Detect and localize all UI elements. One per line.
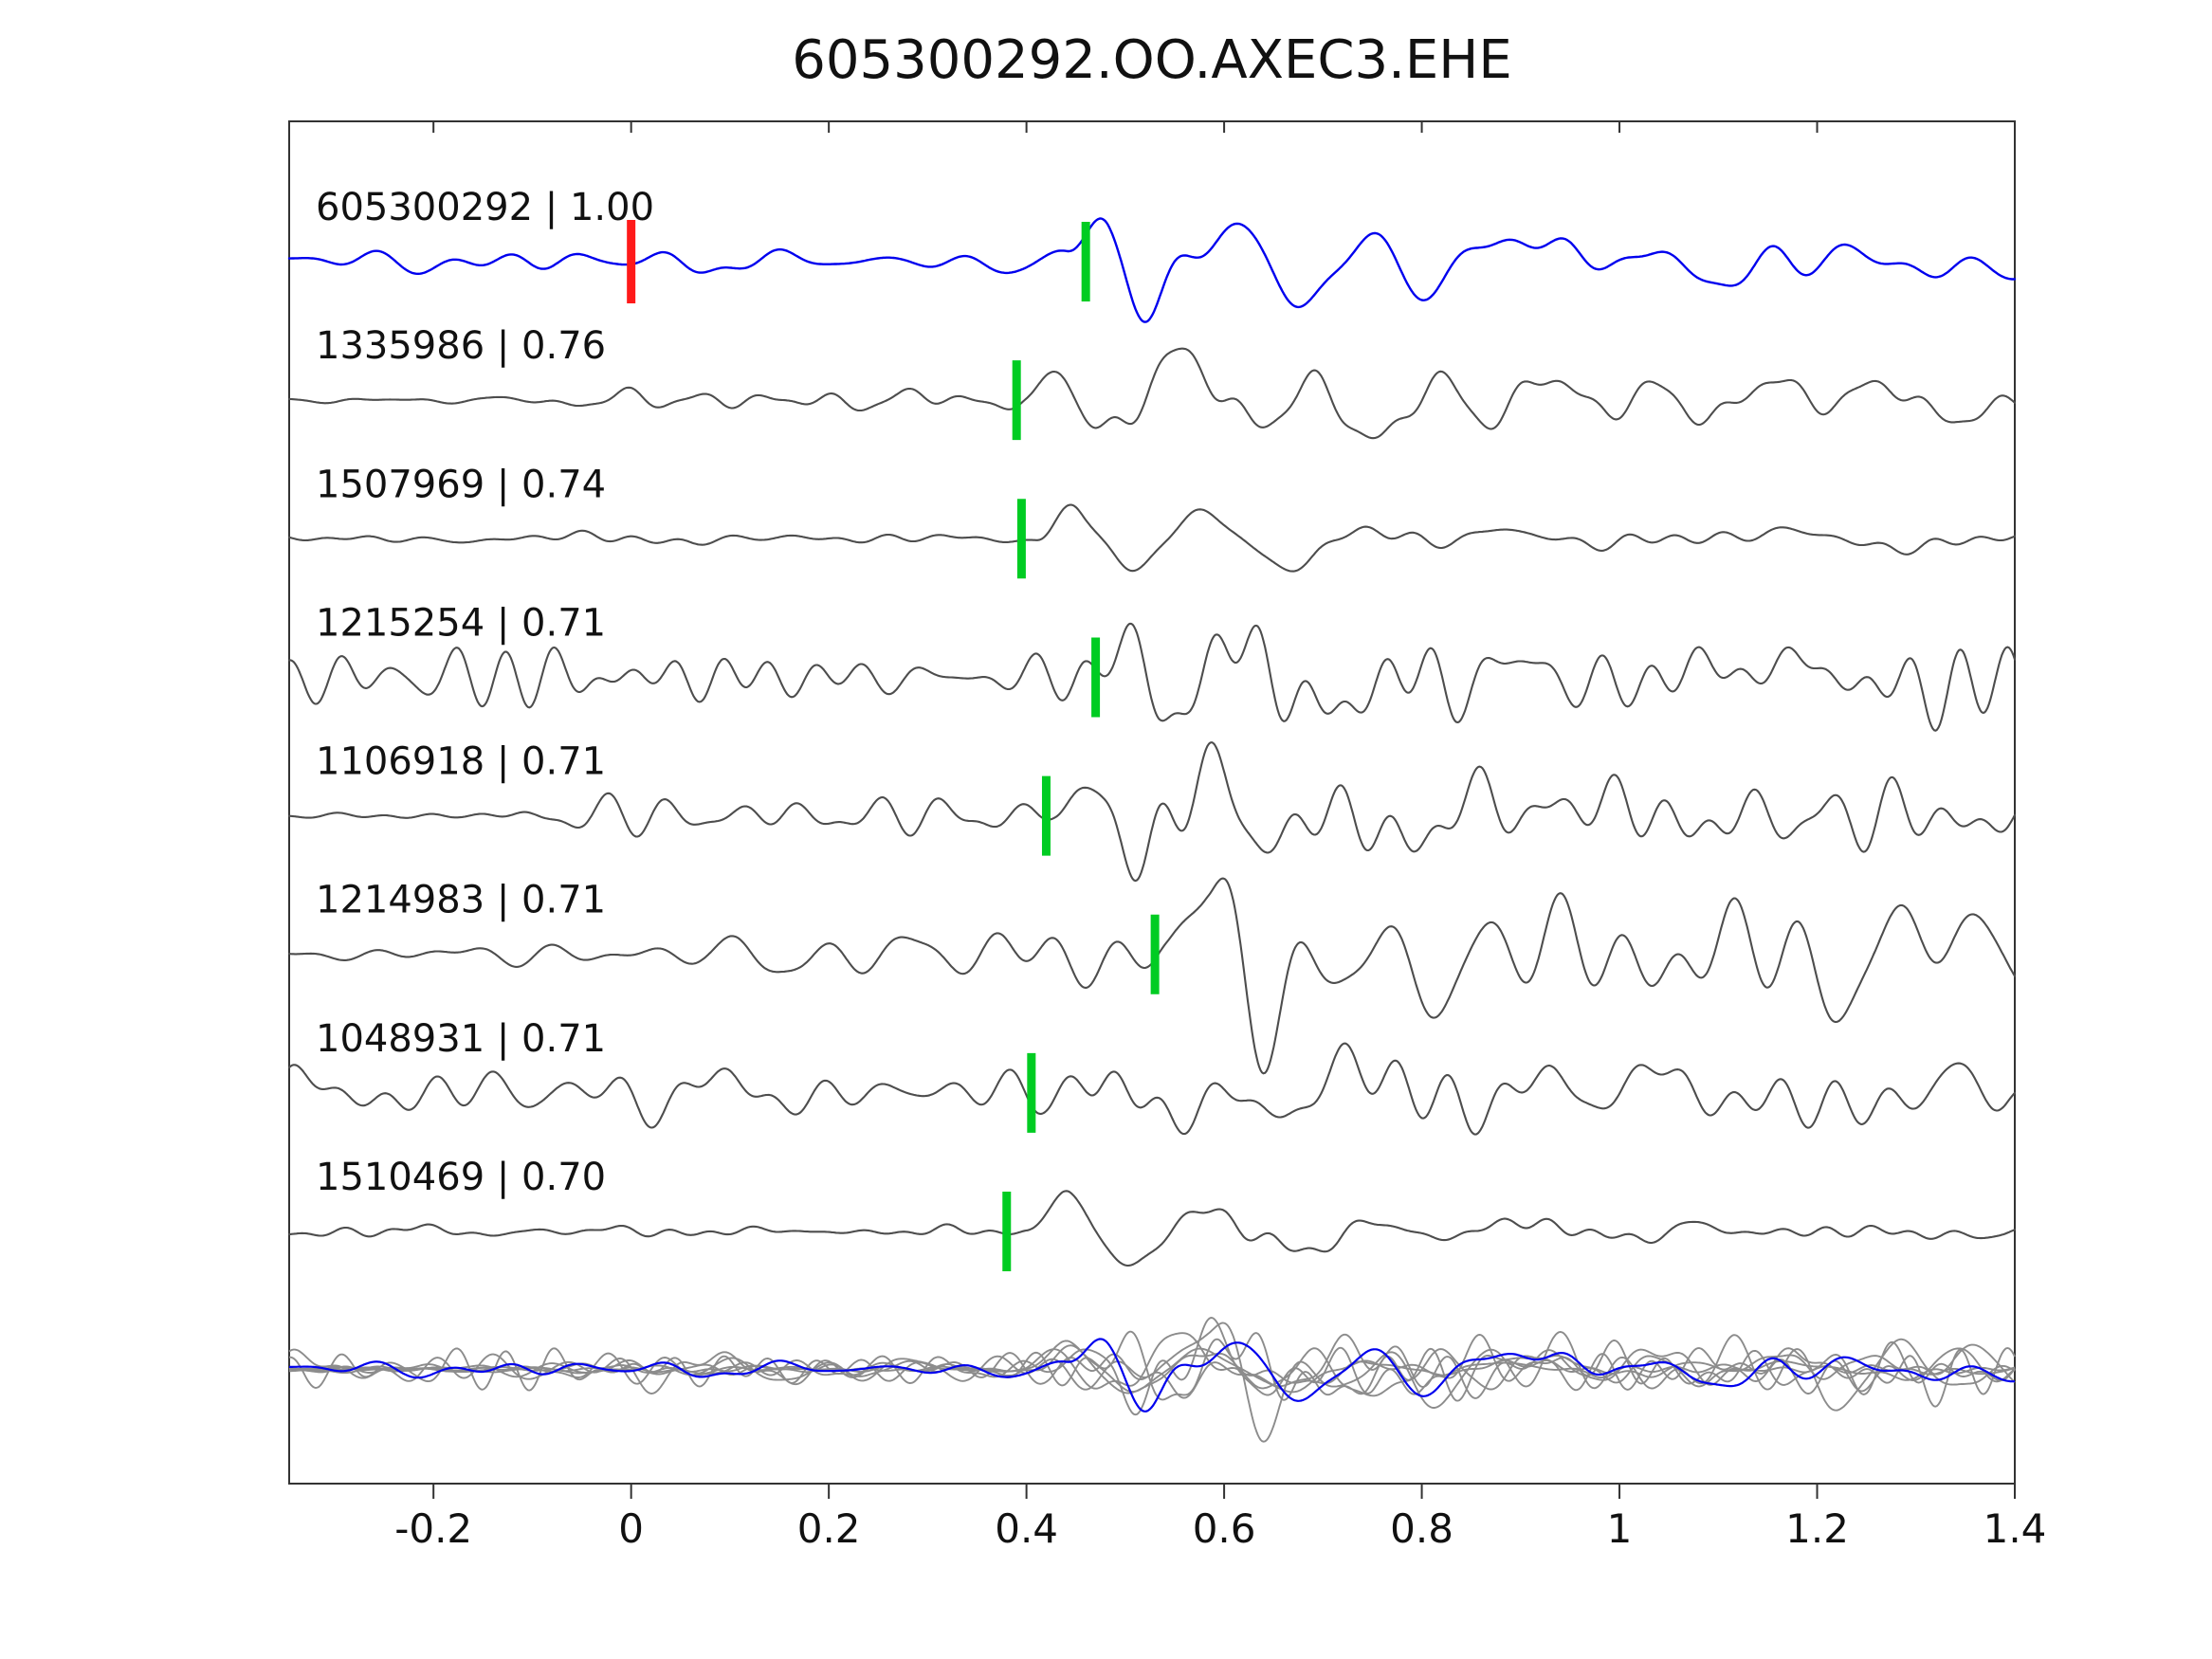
trace-label: 1335986 | 0.76 xyxy=(316,324,606,368)
trace-label: 1507969 | 0.74 xyxy=(316,463,606,506)
x-tick-label: -0.2 xyxy=(394,1505,472,1552)
plot-border xyxy=(288,120,2016,1485)
match-waveform xyxy=(287,503,2017,573)
x-tick-label: 1.4 xyxy=(1983,1505,2047,1552)
x-tick-label: 0.8 xyxy=(1390,1505,1453,1552)
x-tick-label: 0.4 xyxy=(995,1505,1058,1552)
template-waveform xyxy=(287,217,2017,323)
x-tick-label: 1.2 xyxy=(1785,1505,1849,1552)
overlay-waveform xyxy=(289,1340,2016,1395)
x-tick-label: 0.6 xyxy=(1193,1505,1256,1552)
overlay-template-waveform xyxy=(289,1338,2015,1413)
trace-label: 1106918 | 0.71 xyxy=(316,740,606,784)
overlay-waveform xyxy=(289,1317,2016,1416)
match-waveform xyxy=(287,1042,2017,1136)
trace-label: 1048931 | 0.71 xyxy=(316,1017,606,1061)
trace-label: 1510469 | 0.70 xyxy=(316,1156,606,1199)
figure-title: 605300292.OO.AXEC3.EHE xyxy=(792,29,1512,91)
overlay-waveform xyxy=(288,1333,2016,1399)
match-waveform xyxy=(287,347,2017,440)
trace-label: 605300292 | 1.00 xyxy=(316,186,654,229)
trace-label: 1215254 | 0.71 xyxy=(316,601,606,645)
x-tick-label: 0.2 xyxy=(797,1505,861,1552)
x-tick-label: 0 xyxy=(618,1505,644,1552)
overlay-waveform xyxy=(289,1322,2016,1443)
trace-label: 1214983 | 0.71 xyxy=(316,879,606,922)
match-waveform xyxy=(287,622,2017,732)
overlay-waveform xyxy=(289,1330,2016,1408)
match-waveform xyxy=(287,741,2017,883)
x-tick-label: 1 xyxy=(1607,1505,1633,1552)
match-waveform xyxy=(287,1190,2017,1267)
